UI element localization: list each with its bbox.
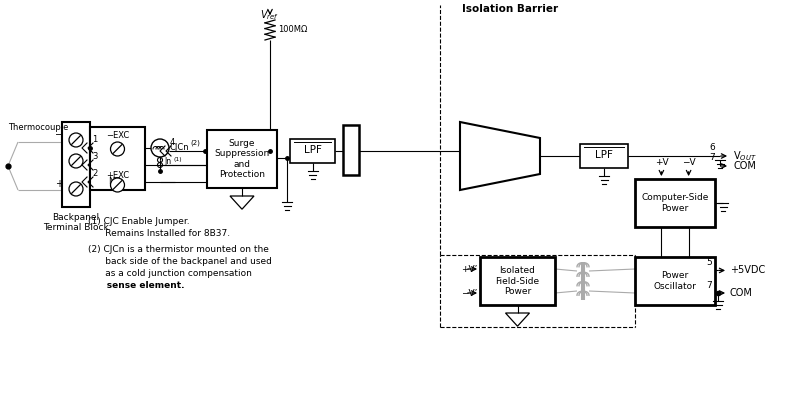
Bar [635, 257, 715, 305]
Text: back side of the backpanel and used: back side of the backpanel and used [88, 257, 272, 266]
Circle shape [110, 142, 125, 156]
Text: Surge
Suppression
and
Protection: Surge Suppression and Protection [214, 139, 270, 179]
Circle shape [151, 139, 169, 157]
Bar [62, 122, 90, 207]
Text: 4: 4 [170, 138, 175, 147]
Text: +V: +V [654, 158, 668, 167]
Text: Computer-Side
Power: Computer-Side Power [642, 193, 709, 213]
Text: as a cold junction compensation: as a cold junction compensation [88, 269, 252, 278]
Text: (1) CJC Enable Jumper.: (1) CJC Enable Jumper. [88, 217, 190, 226]
Text: +V’: +V’ [461, 264, 477, 274]
Text: NC: NC [108, 178, 120, 186]
Bar [580, 144, 628, 168]
Text: 5: 5 [706, 258, 712, 268]
Text: 2: 2 [92, 169, 98, 178]
Text: Isolated
Field-Side
Power: Isolated Field-Side Power [495, 266, 539, 296]
Text: −V’: −V’ [461, 288, 477, 298]
Text: 3: 3 [92, 152, 98, 161]
Text: COM: COM [733, 161, 756, 171]
Text: LPF: LPF [303, 145, 322, 155]
Text: Isolation Barrier: Isolation Barrier [462, 4, 558, 14]
Circle shape [69, 133, 83, 147]
Text: LPF: LPF [595, 150, 613, 160]
Bar [480, 257, 555, 305]
Text: Jn: Jn [164, 158, 171, 166]
Bar [207, 130, 277, 188]
Bar [290, 139, 335, 163]
Bar [635, 179, 715, 227]
Polygon shape [460, 122, 540, 190]
Text: 7: 7 [706, 281, 712, 290]
Text: −EXC: −EXC [106, 130, 129, 140]
Circle shape [69, 182, 83, 196]
Text: −: − [55, 130, 63, 140]
Text: Remains Installed for 8B37.: Remains Installed for 8B37. [88, 229, 230, 238]
Text: Power
Oscillator: Power Oscillator [654, 271, 697, 291]
Text: +: + [55, 179, 63, 189]
Text: sense element.: sense element. [88, 281, 185, 290]
Text: V$_{ref}$: V$_{ref}$ [261, 8, 279, 22]
Text: (2): (2) [190, 140, 200, 146]
Text: Thermocouple: Thermocouple [8, 123, 68, 132]
Text: (1): (1) [173, 156, 182, 162]
Text: 100MΩ: 100MΩ [278, 26, 307, 34]
Circle shape [69, 154, 83, 168]
Text: COM: COM [730, 288, 753, 298]
Text: 6: 6 [710, 143, 715, 152]
Text: +EXC: +EXC [106, 170, 129, 180]
Text: (2) CJCn is a thermistor mounted on the: (2) CJCn is a thermistor mounted on the [88, 245, 269, 254]
Text: 7: 7 [710, 153, 715, 162]
Bar [343, 125, 359, 175]
Text: CJCn: CJCn [170, 142, 190, 152]
Text: 1: 1 [92, 135, 98, 144]
Text: +5VDC: +5VDC [730, 266, 766, 276]
Text: −V: −V [682, 158, 695, 167]
Bar [90, 127, 145, 190]
Circle shape [110, 178, 125, 192]
Text: Backpanel
Terminal Block: Backpanel Terminal Block [43, 213, 109, 232]
Text: V$_{OUT}$: V$_{OUT}$ [733, 149, 757, 163]
